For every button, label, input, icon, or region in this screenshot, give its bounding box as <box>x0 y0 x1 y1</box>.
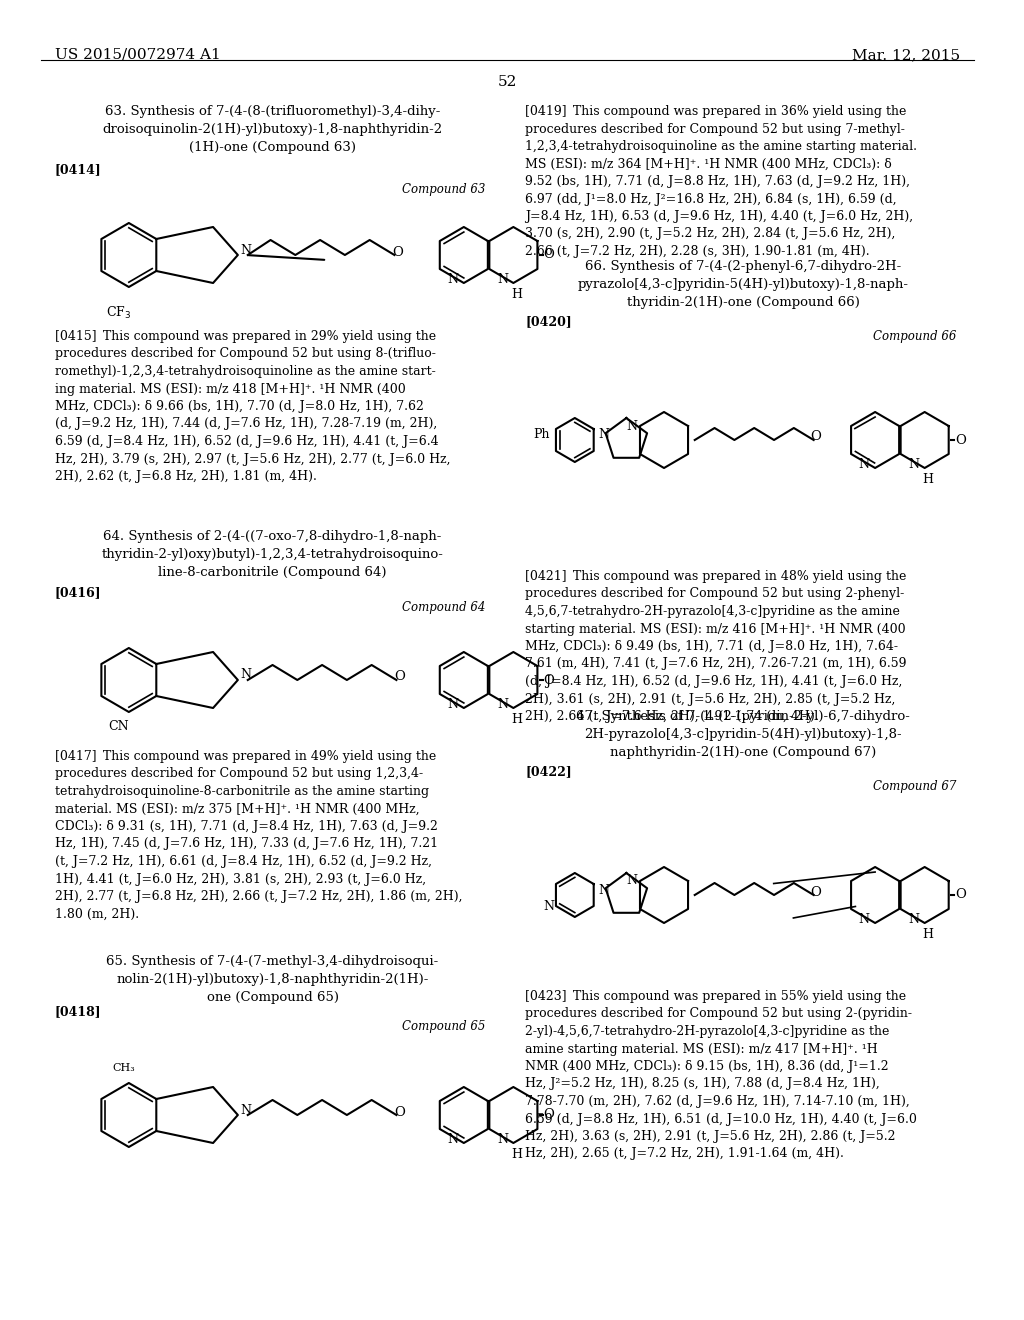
Text: N: N <box>626 420 637 433</box>
Text: Compound 66: Compound 66 <box>873 330 956 343</box>
Text: H: H <box>923 928 933 941</box>
Text: N: N <box>497 1133 508 1146</box>
Text: CF$_3$: CF$_3$ <box>106 305 131 321</box>
Text: O: O <box>392 246 402 259</box>
Text: [0417] This compound was prepared in 49% yield using the
procedures described fo: [0417] This compound was prepared in 49%… <box>54 750 462 920</box>
Text: H: H <box>511 713 522 726</box>
Text: H: H <box>511 1148 522 1162</box>
Text: N: N <box>447 698 459 710</box>
Text: O: O <box>810 886 821 899</box>
Text: [0419] This compound was prepared in 36% yield using the
procedures described fo: [0419] This compound was prepared in 36%… <box>525 106 918 257</box>
Text: O: O <box>544 673 554 686</box>
Text: Compound 65: Compound 65 <box>402 1020 485 1034</box>
Text: N: N <box>447 273 459 285</box>
Text: Mar. 12, 2015: Mar. 12, 2015 <box>852 48 961 62</box>
Text: [0418]: [0418] <box>54 1005 101 1018</box>
Text: 64. Synthesis of 2-(4-((7-oxo-7,8-dihydro-1,8-naph-
thyridin-2-yl)oxy)butyl)-1,2: 64. Synthesis of 2-(4-((7-oxo-7,8-dihydr… <box>101 531 443 579</box>
Text: [0420]: [0420] <box>525 315 572 327</box>
Text: O: O <box>955 888 966 902</box>
Text: 63. Synthesis of 7-(4-(8-(trifluoromethyl)-3,4-dihy-
droisoquinolin-2(1H)-yl)but: 63. Synthesis of 7-(4-(8-(trifluoromethy… <box>102 106 442 154</box>
Text: US 2015/0072974 A1: US 2015/0072974 A1 <box>54 48 220 62</box>
Text: O: O <box>394 1106 404 1118</box>
Text: N: N <box>908 912 920 925</box>
Text: N: N <box>497 273 508 285</box>
Text: H: H <box>923 473 933 486</box>
Text: N: N <box>859 458 869 471</box>
Text: 52: 52 <box>498 75 517 88</box>
Text: CN: CN <box>109 719 129 733</box>
Text: [0423] This compound was prepared in 55% yield using the
procedures described fo: [0423] This compound was prepared in 55%… <box>525 990 918 1160</box>
Text: N: N <box>241 243 252 256</box>
Text: O: O <box>955 433 966 446</box>
Text: Compound 63: Compound 63 <box>402 183 485 195</box>
Text: N: N <box>543 899 554 912</box>
Text: O: O <box>810 430 821 444</box>
Text: Ph: Ph <box>534 429 550 441</box>
Text: Compound 64: Compound 64 <box>402 601 485 614</box>
Text: Compound 67: Compound 67 <box>873 780 956 793</box>
Text: 67. Synthesis of 7-(4-(2-(pyridin-2-yl)-6,7-dihydro-
2H-pyrazolo[4,3-c]pyridin-5: 67. Synthesis of 7-(4-(2-(pyridin-2-yl)-… <box>577 710 910 759</box>
Text: [0416]: [0416] <box>54 586 101 599</box>
Text: N: N <box>241 668 252 681</box>
Text: O: O <box>394 671 404 684</box>
Text: [0421] This compound was prepared in 48% yield using the
procedures described fo: [0421] This compound was prepared in 48%… <box>525 570 907 723</box>
Text: H: H <box>511 288 522 301</box>
Text: 66. Synthesis of 7-(4-(2-phenyl-6,7-dihydro-2H-
pyrazolo[4,3-c]pyridin-5(4H)-yl): 66. Synthesis of 7-(4-(2-phenyl-6,7-dihy… <box>578 260 908 309</box>
Text: CH₃: CH₃ <box>113 1063 135 1073</box>
Text: N: N <box>241 1104 252 1117</box>
Text: N: N <box>447 1133 459 1146</box>
Text: N: N <box>908 458 920 471</box>
Text: N: N <box>497 698 508 710</box>
Text: N: N <box>859 912 869 925</box>
Text: N: N <box>599 429 609 441</box>
Text: 65. Synthesis of 7-(4-(7-methyl-3,4-dihydroisoqui-
nolin-2(1H)-yl)butoxy)-1,8-na: 65. Synthesis of 7-(4-(7-methyl-3,4-dihy… <box>106 954 438 1005</box>
Text: N: N <box>599 883 609 896</box>
Text: [0414]: [0414] <box>54 162 101 176</box>
Text: O: O <box>544 248 554 261</box>
Text: O: O <box>544 1109 554 1122</box>
Text: [0415] This compound was prepared in 29% yield using the
procedures described fo: [0415] This compound was prepared in 29%… <box>54 330 450 483</box>
Text: N: N <box>626 874 637 887</box>
Text: [0422]: [0422] <box>525 766 572 777</box>
